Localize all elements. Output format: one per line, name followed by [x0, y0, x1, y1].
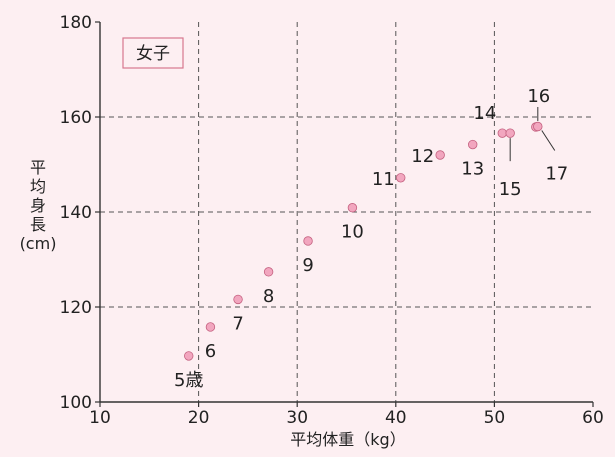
- y-tick-label: 140: [60, 203, 92, 223]
- data-point: [497, 128, 507, 138]
- y-tick-label: 120: [60, 298, 92, 318]
- point-label: 14: [473, 103, 496, 124]
- x-tick-label: 20: [188, 408, 210, 428]
- badge: 女子: [122, 37, 184, 69]
- x-tick-label: 10: [89, 408, 111, 428]
- leader-line: [541, 130, 556, 151]
- point-label: 7: [232, 313, 243, 334]
- x-tick-label: 30: [286, 408, 308, 428]
- point-label: 6: [205, 341, 216, 362]
- y-axis-label-char: 身: [30, 196, 46, 215]
- data-point: [505, 128, 515, 138]
- y-tick-label: 100: [60, 393, 92, 413]
- data-point: [184, 351, 194, 361]
- data-point: [533, 121, 543, 132]
- point-label: 11: [372, 169, 395, 190]
- x-axis-label: 平均体重（kg）: [290, 430, 405, 449]
- point-label: 17: [545, 164, 568, 185]
- x-tick-label: 50: [484, 408, 506, 428]
- label-leader-lines: [509, 106, 556, 162]
- y-axis-label-char: (cm): [20, 234, 57, 253]
- data-point: [396, 173, 406, 183]
- data-point: [435, 150, 445, 160]
- data-point: [303, 236, 313, 246]
- point-label: 8: [263, 286, 274, 307]
- data-point: [233, 294, 243, 305]
- grid-lines: [100, 22, 593, 402]
- x-tick-label: 60: [582, 408, 604, 428]
- point-label: 13: [461, 159, 484, 180]
- y-axis-label-char: 均: [30, 177, 46, 196]
- point-label: 15: [499, 179, 522, 200]
- y-tick-label: 180: [60, 13, 92, 33]
- point-label: 5歳: [174, 370, 203, 391]
- point-label: 9: [302, 255, 313, 276]
- data-point: [347, 203, 358, 213]
- point-label: 12: [411, 146, 434, 167]
- y-tick-label: 160: [60, 108, 92, 128]
- tick-labels: 10 20 30 40 50 60 100 120 140 160 180: [60, 13, 604, 428]
- y-axis-label-char: 平: [30, 158, 46, 177]
- x-tick-label: 40: [385, 408, 407, 428]
- point-label: 16: [527, 86, 550, 107]
- data-point: [263, 267, 274, 277]
- point-label: 10: [341, 222, 364, 243]
- badge-label: 女子: [136, 44, 170, 64]
- data-points: [184, 121, 543, 361]
- y-axis-label-char: 長: [30, 215, 46, 234]
- data-point: [468, 139, 478, 150]
- data-point: [205, 322, 216, 332]
